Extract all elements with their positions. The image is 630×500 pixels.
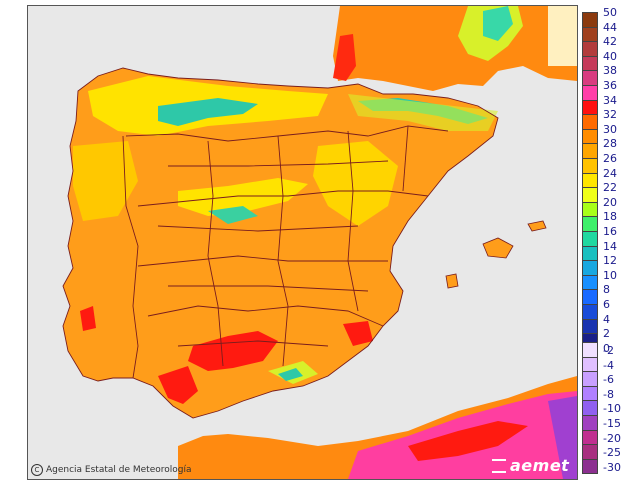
legend-label: -20 bbox=[603, 431, 621, 445]
legend-swatch bbox=[582, 201, 598, 218]
legend-label: -8 bbox=[603, 387, 614, 401]
legend-swatch bbox=[582, 158, 598, 174]
legend-label: 16 bbox=[603, 225, 617, 238]
france-hot-strip bbox=[333, 34, 356, 81]
legend-label: 42 bbox=[603, 35, 617, 49]
iberian-system-cool bbox=[313, 141, 398, 226]
legend-swatch bbox=[582, 458, 598, 475]
legend-label: 8 bbox=[603, 283, 610, 297]
legend-swatch bbox=[582, 99, 598, 116]
legend-label: -10 bbox=[603, 402, 621, 416]
legend-swatch bbox=[582, 245, 598, 262]
legend-swatch bbox=[582, 371, 598, 387]
legend-swatch bbox=[582, 231, 598, 247]
legend-swatch bbox=[582, 85, 598, 101]
ibiza-island bbox=[445, 273, 459, 289]
legend-swatch bbox=[582, 187, 598, 203]
legend-label: 22 bbox=[603, 181, 617, 195]
legend-label: 6 bbox=[603, 298, 610, 311]
top-right-pale-area bbox=[548, 6, 577, 66]
legend-swatch bbox=[582, 274, 598, 291]
legend-label: 40 bbox=[603, 49, 617, 63]
legend-label: -4 bbox=[603, 358, 614, 372]
legend-label: -25 bbox=[603, 446, 621, 460]
menorca-island bbox=[527, 220, 547, 232]
legend-swatch bbox=[582, 143, 598, 159]
legend-swatch bbox=[582, 289, 598, 305]
legend-swatch bbox=[582, 356, 598, 373]
aemet-logo-icon bbox=[492, 458, 506, 473]
iberian-peninsula bbox=[63, 68, 498, 418]
legend-swatch bbox=[582, 216, 598, 232]
legend-swatch bbox=[582, 429, 598, 446]
western-cool-zone bbox=[73, 141, 138, 221]
legend-label: 4 bbox=[603, 312, 610, 326]
legend-swatch bbox=[582, 55, 598, 72]
north-africa-hot bbox=[408, 421, 528, 461]
legend-label: 50 bbox=[603, 6, 617, 19]
legend-label: 36 bbox=[603, 79, 617, 92]
legend-label: 24 bbox=[603, 166, 617, 180]
legend-swatch bbox=[582, 385, 598, 402]
legend-label: -6 bbox=[603, 373, 614, 387]
legend-label: 26 bbox=[603, 152, 617, 165]
legend-label: 14 bbox=[603, 239, 617, 253]
legend-label: -30 bbox=[603, 460, 621, 474]
legend-label: 10 bbox=[603, 268, 617, 282]
legend-swatch bbox=[582, 114, 598, 130]
legend-label: 28 bbox=[603, 137, 617, 151]
legend-label: 30 bbox=[603, 122, 617, 136]
legend-swatch bbox=[582, 304, 598, 320]
legend-label: -15 bbox=[603, 417, 621, 430]
legend-swatch bbox=[582, 260, 598, 276]
legend-label: -2 bbox=[603, 344, 614, 357]
legend-label: 44 bbox=[603, 20, 617, 34]
temperature-map bbox=[27, 5, 578, 480]
legend-swatch bbox=[582, 128, 598, 145]
portugal-hot-spot bbox=[80, 306, 96, 331]
murcia-hot-zone bbox=[343, 321, 373, 346]
copyright-icon: C bbox=[31, 464, 43, 476]
legend-swatch bbox=[582, 342, 598, 358]
legend-label: 2 bbox=[603, 327, 610, 341]
map-canvas bbox=[28, 6, 577, 479]
brand-text: aemet bbox=[510, 456, 570, 475]
legend-swatch bbox=[582, 70, 598, 86]
pyrenees-cool bbox=[348, 94, 498, 131]
legend-swatch bbox=[582, 400, 598, 416]
legend-label: 12 bbox=[603, 254, 617, 268]
seville-hot-zone bbox=[158, 366, 198, 404]
legend-swatch bbox=[582, 444, 598, 460]
legend-swatch bbox=[582, 26, 598, 43]
france-cold-area bbox=[483, 6, 513, 41]
cantabrian-mountains bbox=[158, 98, 258, 126]
legend-label: 20 bbox=[603, 195, 617, 209]
sierra-nevada-cold bbox=[278, 368, 303, 381]
mallorca-island bbox=[482, 237, 514, 259]
legend-swatch bbox=[582, 318, 598, 335]
central-system-cool bbox=[178, 178, 308, 216]
legend-label: 38 bbox=[603, 64, 617, 78]
legend-swatch bbox=[582, 415, 598, 431]
province-borders bbox=[62, 67, 499, 419]
legend-swatch bbox=[582, 172, 598, 189]
agency-credit: C Agencia Estatal de Meteorología bbox=[31, 464, 192, 476]
legend-label: 18 bbox=[603, 210, 617, 224]
legend-label: 32 bbox=[603, 108, 617, 122]
central-system-mountains bbox=[208, 206, 258, 224]
legend-swatch bbox=[582, 12, 598, 28]
legend-label: 34 bbox=[603, 93, 617, 107]
legend-swatch bbox=[582, 41, 598, 57]
north-africa-coldest bbox=[548, 396, 577, 479]
legend-label: 0 bbox=[603, 341, 610, 355]
aemet-logo: aemet bbox=[492, 456, 569, 475]
credit-text: Agencia Estatal de Meteorología bbox=[46, 465, 192, 475]
